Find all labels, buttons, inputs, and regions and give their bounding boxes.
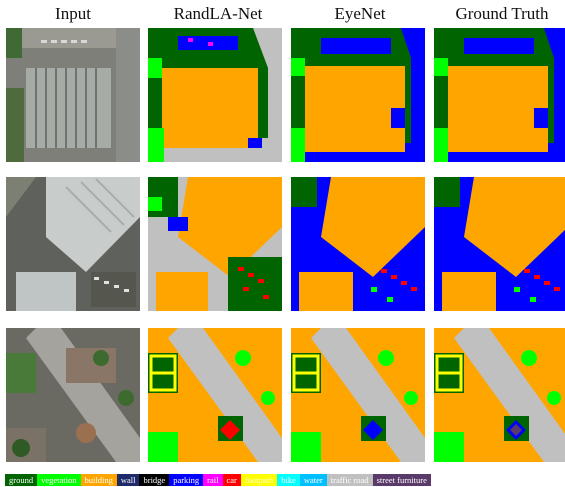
legend-ground: ground: [5, 474, 38, 486]
input-image-row-1: [6, 28, 140, 162]
randla-net-result-row-2: [148, 177, 282, 311]
legend-parking: parking: [169, 474, 204, 486]
column-header-input: Input: [55, 4, 91, 23]
eyenet-result-row-2: [291, 177, 425, 311]
randla-net-result-row-3: [148, 328, 282, 462]
input-image-row-2: [6, 177, 140, 311]
class-color-legend: ground vegetation building wall bridge p…: [5, 474, 560, 486]
legend-rail: rail: [203, 474, 223, 486]
eyenet-result-row-3: [291, 328, 425, 462]
column-header-randla-net: RandLA-Net: [173, 4, 263, 23]
ground-truth-row-3: [434, 328, 565, 462]
eyenet-result-row-1: [291, 28, 425, 162]
legend-bridge: bridge: [139, 474, 170, 486]
ground-truth-row-1: [434, 28, 565, 162]
column-header-eyenet: EyeNet: [334, 4, 386, 23]
ground-truth-row-2: [434, 177, 565, 311]
randla-net-result-row-1: [148, 28, 282, 162]
legend-wall: wall: [116, 474, 140, 486]
legend-car: car: [222, 474, 241, 486]
input-image-row-3: [6, 328, 140, 462]
legend-building: building: [80, 474, 117, 486]
legend-bike: bike: [277, 474, 300, 486]
legend-water: water: [299, 474, 327, 486]
legend-vegetation: vegetation: [37, 474, 81, 486]
column-header-ground-truth: Ground Truth: [455, 4, 549, 23]
legend-traffic-road: traffic road: [326, 474, 373, 486]
legend-footpath: footpath: [240, 474, 278, 486]
legend-street-furniture: street furniture: [372, 474, 431, 486]
